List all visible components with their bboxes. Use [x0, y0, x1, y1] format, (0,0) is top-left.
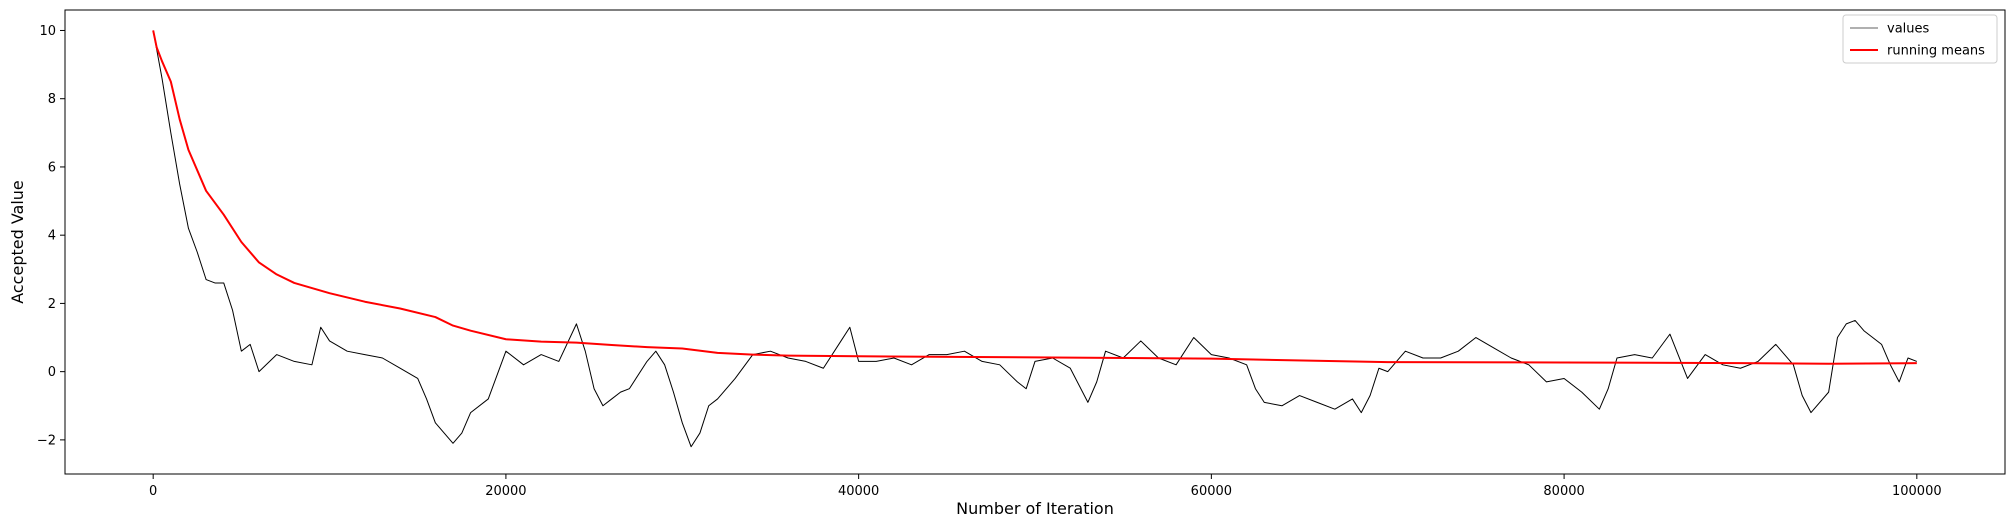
- plot-frame: [64, 9, 2006, 475]
- x-tick-label: 0: [149, 484, 157, 499]
- y-tick-label: 2: [48, 297, 56, 312]
- legend-box: [1842, 14, 1998, 64]
- legend-label-values: values: [1887, 22, 1930, 37]
- y-tick-label: −2: [37, 433, 56, 448]
- x-tick-label: 100000: [1892, 484, 1942, 499]
- series-line-running-means: [152, 30, 1917, 365]
- x-tick-label: 80000: [1543, 484, 1584, 499]
- x-tick-label: 40000: [838, 484, 879, 499]
- y-tick-label: 8: [48, 92, 56, 107]
- plot-area: [65, 10, 2005, 474]
- legend-label-running-means: running means: [1887, 44, 1985, 59]
- legend: values running means: [1842, 14, 1998, 64]
- y-axis-ticks: −2 0 2 4 6 8 10: [37, 24, 65, 448]
- y-tick-label: 4: [48, 229, 56, 244]
- x-axis-ticks: 0 20000 40000 60000 80000 100000: [149, 474, 1942, 499]
- y-tick-label: 10: [39, 24, 56, 39]
- series-layer: [152, 30, 1918, 448]
- x-axis-label: Number of Iteration: [956, 499, 1114, 518]
- x-tick-label: 20000: [485, 484, 526, 499]
- x-tick-label: 60000: [1191, 484, 1232, 499]
- y-tick-label: 0: [48, 365, 56, 380]
- y-axis-label: Accepted Value: [8, 180, 27, 304]
- y-tick-label: 6: [48, 160, 56, 175]
